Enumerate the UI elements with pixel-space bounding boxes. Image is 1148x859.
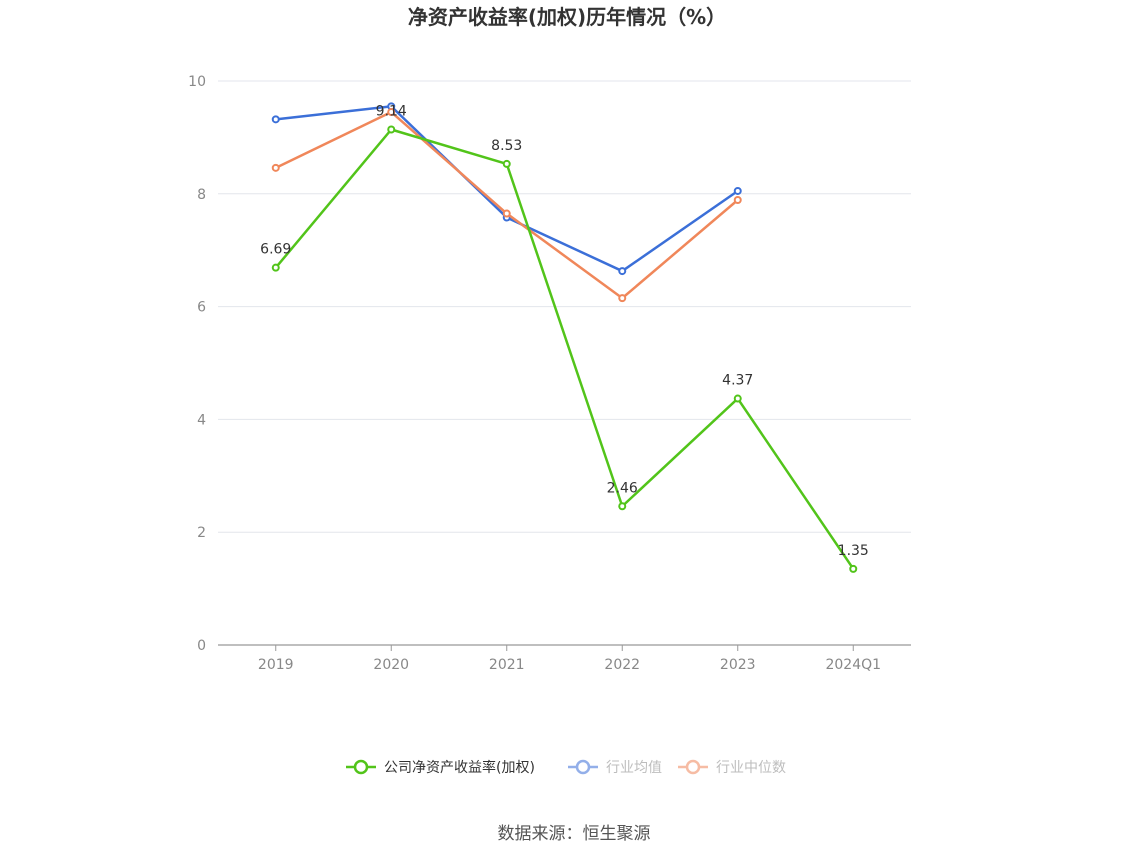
y-axis-ticks: 0 2 4 6 8 10	[188, 74, 206, 654]
series-2	[271, 108, 742, 303]
legend-marker	[575, 759, 591, 775]
data-label: 4.37	[722, 373, 753, 389]
x-tick-label: 2019	[258, 657, 294, 673]
series-line	[274, 128, 855, 570]
legend[interactable]: 公司净资产收益率(加权) 行业均值 行业中位数	[346, 759, 786, 776]
x-tick-label: 2022	[604, 657, 640, 673]
data-point[interactable]	[849, 564, 858, 573]
data-point[interactable]	[387, 125, 396, 134]
y-tick-label: 8	[197, 187, 206, 203]
y-tick-label: 10	[188, 74, 206, 90]
y-tick-label: 0	[197, 638, 206, 654]
series-group: 6.69 9.14 8.53 2.46 4.37 1.35	[260, 102, 869, 573]
legend-marker	[685, 759, 701, 775]
x-axis-ticks: 2019 2020 2021 2022 2023 2024Q1	[258, 645, 881, 673]
data-label: 8.53	[491, 138, 522, 154]
legend-item-1[interactable]: 行业均值	[568, 759, 662, 776]
legend-marker	[353, 759, 369, 775]
data-point[interactable]	[733, 186, 742, 195]
y-tick-label: 6	[197, 300, 206, 316]
grid-lines	[218, 80, 911, 533]
data-point[interactable]	[733, 394, 742, 403]
data-point[interactable]	[502, 209, 511, 218]
y-tick-label: 2	[197, 525, 206, 541]
legend-label: 公司净资产收益率(加权)	[384, 759, 535, 776]
legend-item-0[interactable]: 公司净资产收益率(加权)	[346, 759, 535, 776]
data-point[interactable]	[271, 163, 280, 172]
data-point[interactable]	[618, 267, 627, 276]
data-point[interactable]	[271, 263, 280, 272]
series-line	[275, 105, 739, 273]
chart-title: 净资产收益率(加权)历年情况（%）	[408, 5, 726, 29]
data-source: 数据来源：恒生聚源	[498, 824, 651, 844]
legend-label: 行业均值	[606, 760, 662, 776]
legend-item-2[interactable]: 行业中位数	[678, 759, 786, 776]
x-tick-label: 2020	[373, 657, 409, 673]
data-point[interactable]	[618, 502, 627, 511]
y-tick-label: 4	[197, 412, 206, 428]
data-point[interactable]	[618, 294, 627, 303]
data-label: 2.46	[607, 480, 638, 496]
x-tick-label: 2021	[489, 657, 525, 673]
x-tick-label: 2023	[720, 657, 756, 673]
data-point[interactable]	[387, 108, 396, 117]
data-point[interactable]	[733, 196, 742, 205]
data-point[interactable]	[271, 115, 280, 124]
legend-label: 行业中位数	[716, 760, 786, 776]
data-label: 1.35	[838, 543, 869, 559]
data-point[interactable]	[502, 159, 511, 168]
data-label: 9.14	[376, 104, 407, 120]
series-0: 6.69 9.14 8.53 2.46 4.37 1.35	[260, 104, 869, 573]
x-tick-label: 2024Q1	[825, 657, 881, 673]
data-label: 6.69	[260, 242, 291, 258]
